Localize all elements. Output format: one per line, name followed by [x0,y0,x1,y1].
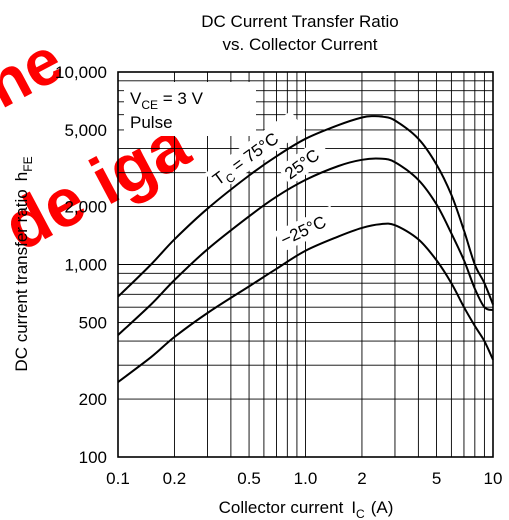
series-line-0 [117,115,494,305]
vce-subscript: CE [141,98,158,112]
series-label-75-text: TC = 75°C [209,129,284,193]
x-tick-labels: 0.1 0.2 0.5 1.0 2 5 10 [106,469,502,488]
y-tick-label: 100 [79,448,107,467]
x-axis-label: Collector current IC (A) [219,498,394,520]
y-tick-label: 10,000 [55,63,107,82]
series-label-minus25: −25°C [274,205,340,252]
y-tick-label: 200 [79,390,107,409]
x-tick-label: 0.1 [106,469,130,488]
y-tick-labels: 100 200 500 1,000 2,000 5,000 10,000 [55,63,107,467]
vce-value: = 3 V [158,89,204,108]
x-tick-label: 0.2 [163,469,187,488]
x-tick-label: 5 [432,469,441,488]
chart-title-line1: DC Current Transfer Ratio [201,12,398,31]
pulse-condition: Pulse [130,113,173,132]
series-label-25-bg [277,138,331,186]
series-curves [117,115,494,383]
y-tick-label: 500 [79,313,107,332]
x-tick-label: 10 [484,469,503,488]
y-tick-label: 5,000 [64,121,107,140]
series-label-75-bg [204,110,305,193]
series-line-2 [117,222,494,383]
x-tick-label: 2 [357,469,366,488]
series-line-1 [117,157,494,336]
x-tick-label: 1.0 [294,469,318,488]
vce-condition: VCE = 3 V [130,89,204,112]
conditions-box [124,82,256,136]
y-tick-label: 1,000 [64,256,107,275]
chart-title-line2: vs. Collector Current [223,35,378,54]
plot-frame [117,71,494,458]
x-tick-label: 0.5 [237,469,261,488]
y-axis-label: DC current transfer ratiohFE [12,156,35,371]
series-label-minus25-bg [274,205,340,252]
y-tick-label: 2,000 [64,198,107,217]
vce-symbol: V [130,89,142,108]
series-label-25: 25°C [277,138,331,186]
